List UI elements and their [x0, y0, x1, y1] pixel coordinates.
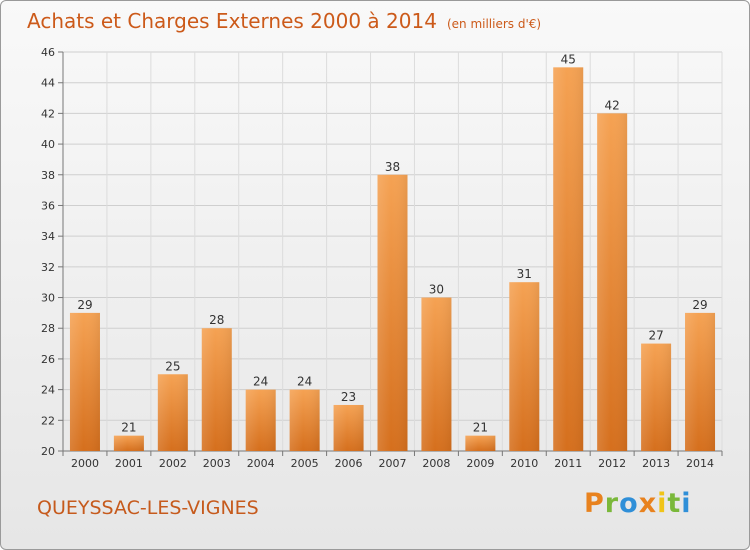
- bar-shine: [157, 374, 188, 451]
- bar-shine: [69, 312, 100, 451]
- x-tick-label: 2003: [203, 457, 231, 470]
- y-tick-label: 40: [41, 138, 55, 151]
- bar-shine: [333, 404, 364, 451]
- value-labels: 29 2000 21 2001 25 2002 28 2003 24 2004 24 2005 23 20…: [71, 52, 714, 470]
- x-tick-label: 2002: [159, 457, 187, 470]
- x-tick-label: 2006: [335, 457, 363, 470]
- bars: [69, 67, 716, 451]
- bar-value-label: 21: [473, 421, 488, 435]
- chart-title-text: Achats et Charges Externes 2000 à 2014: [27, 9, 437, 33]
- y-tick-label: 32: [41, 261, 55, 274]
- logo-letter: r: [604, 488, 620, 519]
- x-tick-label: 2012: [598, 457, 626, 470]
- logo-letter: x: [638, 488, 658, 519]
- y-tick-label: 42: [41, 107, 55, 120]
- logo-letter: o: [619, 488, 639, 519]
- bar-value-label: 29: [692, 298, 707, 312]
- y-tick-label: 20: [41, 445, 55, 458]
- bar-shine: [597, 113, 628, 451]
- bar-value-label: 24: [297, 375, 312, 389]
- x-tick-label: 2014: [686, 457, 714, 470]
- x-tick-label: 2004: [247, 457, 275, 470]
- bar-shine: [509, 282, 540, 451]
- y-tick-label: 24: [41, 384, 55, 397]
- bar-shine: [377, 174, 408, 451]
- bar-shine: [113, 435, 144, 451]
- chart-title: Achats et Charges Externes 2000 à 2014 (e…: [27, 9, 541, 33]
- bar-value-label: 42: [605, 98, 620, 112]
- y-tick-label: 30: [41, 292, 55, 305]
- x-tick-label: 2005: [291, 457, 319, 470]
- y-tick-label: 44: [41, 77, 55, 90]
- x-tick-label: 2007: [379, 457, 407, 470]
- bar-value-label: 24: [253, 375, 268, 389]
- bar-value-label: 25: [165, 359, 180, 373]
- bar-value-label: 21: [121, 421, 136, 435]
- x-tick-label: 2011: [554, 457, 582, 470]
- chart-unit: (en milliers d'€): [446, 17, 542, 31]
- proxiti-logo: Proxiti: [584, 488, 692, 519]
- y-tick-label: 36: [41, 199, 55, 212]
- bar-value-label: 38: [385, 160, 400, 174]
- bar-value-label: 23: [341, 390, 356, 404]
- bar-value-label: 45: [561, 52, 576, 66]
- bar-shine: [201, 328, 232, 451]
- y-tick-label: 46: [41, 46, 55, 59]
- x-tick-label: 2001: [115, 457, 143, 470]
- bar-shine: [465, 435, 496, 451]
- x-tick-label: 2000: [71, 457, 99, 470]
- bar-shine: [685, 312, 716, 451]
- bar-shine: [289, 389, 320, 451]
- bar-value-label: 27: [648, 329, 663, 343]
- y-tick-label: 34: [41, 230, 55, 243]
- logo-letter: P: [584, 488, 605, 519]
- x-tick-label: 2010: [510, 457, 538, 470]
- bar-shine: [421, 297, 452, 451]
- y-tick-label: 28: [41, 322, 55, 335]
- bar-value-label: 31: [517, 267, 532, 281]
- logo-letter: t: [667, 488, 682, 519]
- bar-value-label: 28: [209, 313, 224, 327]
- bar-shine: [245, 389, 276, 451]
- x-tick-label: 2008: [422, 457, 450, 470]
- bar-shine: [641, 343, 672, 451]
- logo-letter: i: [681, 488, 692, 519]
- logo-letter: i: [657, 488, 668, 519]
- commune-name: QUEYSSAC-LES-VIGNES: [37, 497, 259, 519]
- bar-shine: [553, 67, 584, 451]
- bar-value-label: 30: [429, 283, 444, 297]
- y-tick-label: 26: [41, 353, 55, 366]
- y-tick-label: 22: [41, 414, 55, 427]
- y-tick-label: 38: [41, 169, 55, 182]
- bar-value-label: 29: [77, 298, 92, 312]
- x-tick-label: 2009: [466, 457, 494, 470]
- x-tick-label: 2013: [642, 457, 670, 470]
